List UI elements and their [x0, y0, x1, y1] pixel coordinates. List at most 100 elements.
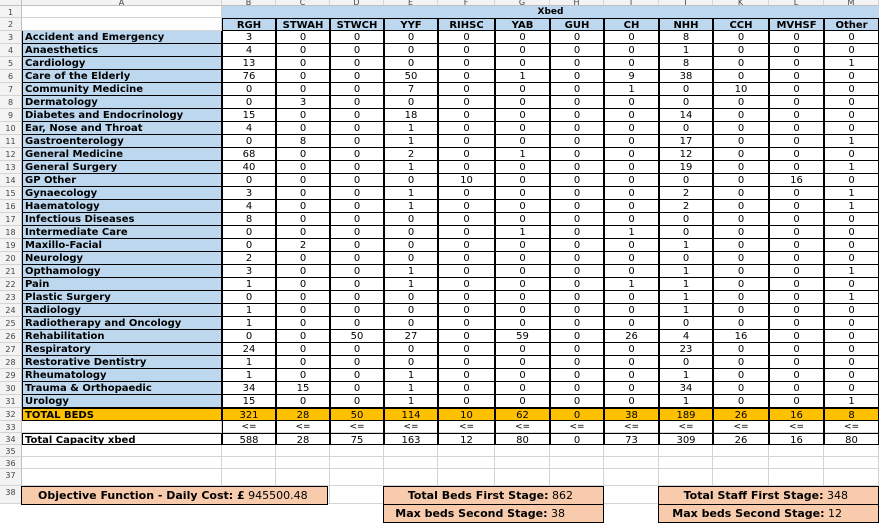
- bed-value-cell[interactable]: 0: [330, 395, 384, 408]
- specialty-name[interactable]: Urology: [22, 395, 222, 408]
- bed-value-cell[interactable]: 0: [713, 252, 769, 265]
- bed-value-cell[interactable]: 0: [604, 265, 659, 278]
- bed-value-cell[interactable]: 0: [659, 226, 713, 239]
- bed-value-cell[interactable]: 1: [384, 265, 438, 278]
- bed-value-cell[interactable]: 0: [550, 122, 604, 135]
- bed-value-cell[interactable]: 0: [495, 291, 550, 304]
- row-header-29[interactable]: 29: [0, 369, 22, 382]
- bed-value-cell[interactable]: 1: [604, 226, 659, 239]
- bed-value-cell[interactable]: 0: [222, 291, 276, 304]
- row-header-23[interactable]: 23: [0, 291, 22, 304]
- bed-value-cell[interactable]: 0: [769, 369, 824, 382]
- bed-value-cell[interactable]: 0: [222, 83, 276, 96]
- specialty-name[interactable]: Pain: [22, 278, 222, 291]
- bed-value-cell[interactable]: 0: [222, 96, 276, 109]
- bed-value-cell[interactable]: 0: [330, 31, 384, 44]
- bed-value-cell[interactable]: 0: [438, 213, 495, 226]
- bed-value-cell[interactable]: 0: [604, 382, 659, 395]
- bed-value-cell[interactable]: 1: [824, 135, 879, 148]
- bed-value-cell[interactable]: 2: [659, 187, 713, 200]
- bed-value-cell[interactable]: 0: [769, 382, 824, 395]
- bed-value-cell[interactable]: 50: [384, 70, 438, 83]
- site-header[interactable]: RGH: [222, 18, 276, 31]
- bed-value-cell[interactable]: 0: [330, 304, 384, 317]
- bed-value-cell[interactable]: 0: [713, 96, 769, 109]
- empty-cell[interactable]: [769, 457, 824, 469]
- row-header-38[interactable]: 38: [0, 486, 22, 504]
- bed-value-cell[interactable]: 10: [713, 83, 769, 96]
- specialty-name[interactable]: GP Other: [22, 174, 222, 187]
- bed-value-cell[interactable]: 0: [495, 343, 550, 356]
- bed-value-cell[interactable]: 1: [659, 369, 713, 382]
- bed-value-cell[interactable]: 0: [330, 278, 384, 291]
- bed-value-cell[interactable]: 0: [769, 317, 824, 330]
- bed-value-cell[interactable]: 0: [550, 356, 604, 369]
- bed-value-cell[interactable]: 0: [659, 252, 713, 265]
- bed-value-cell[interactable]: 1: [384, 135, 438, 148]
- bed-value-cell[interactable]: 0: [824, 356, 879, 369]
- bed-value-cell[interactable]: 0: [769, 395, 824, 408]
- bed-value-cell[interactable]: 0: [550, 278, 604, 291]
- specialty-name[interactable]: General Surgery: [22, 161, 222, 174]
- row-header-34[interactable]: 34: [0, 433, 22, 445]
- bed-value-cell[interactable]: 0: [330, 161, 384, 174]
- bed-value-cell[interactable]: 0: [713, 174, 769, 187]
- bed-value-cell[interactable]: 0: [438, 369, 495, 382]
- bed-value-cell[interactable]: 0: [495, 239, 550, 252]
- specialty-name[interactable]: Accident and Emergency: [22, 31, 222, 44]
- bed-value-cell[interactable]: 0: [384, 44, 438, 57]
- total-capacity-value[interactable]: 309: [659, 433, 713, 445]
- bed-value-cell[interactable]: 1: [222, 356, 276, 369]
- bed-value-cell[interactable]: 0: [276, 83, 330, 96]
- bed-value-cell[interactable]: 0: [438, 70, 495, 83]
- bed-value-cell[interactable]: 0: [659, 122, 713, 135]
- row-header-19[interactable]: 19: [0, 239, 22, 252]
- bed-value-cell[interactable]: 0: [495, 356, 550, 369]
- bed-value-cell[interactable]: 0: [330, 122, 384, 135]
- bed-value-cell[interactable]: 1: [604, 278, 659, 291]
- bed-value-cell[interactable]: 2: [276, 239, 330, 252]
- empty-cell[interactable]: [22, 469, 222, 486]
- empty-cell[interactable]: [824, 457, 879, 469]
- bed-value-cell[interactable]: 0: [550, 96, 604, 109]
- empty-cell[interactable]: [604, 457, 659, 469]
- row-header-32[interactable]: 32: [0, 408, 22, 421]
- bed-value-cell[interactable]: 0: [769, 83, 824, 96]
- bed-value-cell[interactable]: 0: [276, 395, 330, 408]
- bed-value-cell[interactable]: 0: [495, 252, 550, 265]
- bed-value-cell[interactable]: 0: [769, 148, 824, 161]
- column-header-I[interactable]: I: [604, 0, 659, 6]
- bed-value-cell[interactable]: 0: [824, 304, 879, 317]
- empty-cell[interactable]: [824, 445, 879, 457]
- empty-cell[interactable]: [22, 457, 222, 469]
- total-beds-value[interactable]: 10: [438, 408, 495, 421]
- bed-value-cell[interactable]: 0: [659, 317, 713, 330]
- site-header[interactable]: CCH: [713, 18, 769, 31]
- bed-value-cell[interactable]: 0: [769, 57, 824, 70]
- empty-cell[interactable]: [330, 457, 384, 469]
- empty-cell[interactable]: [276, 445, 330, 457]
- bed-value-cell[interactable]: 0: [769, 356, 824, 369]
- bed-value-cell[interactable]: 0: [276, 174, 330, 187]
- row-header-9[interactable]: 9: [0, 109, 22, 122]
- bed-value-cell[interactable]: 1: [824, 187, 879, 200]
- column-header-G[interactable]: G: [495, 0, 550, 6]
- bed-value-cell[interactable]: 0: [550, 161, 604, 174]
- bed-value-cell[interactable]: 0: [824, 148, 879, 161]
- empty-cell[interactable]: [438, 445, 495, 457]
- row-header-26[interactable]: 26: [0, 330, 22, 343]
- bed-value-cell[interactable]: 0: [824, 31, 879, 44]
- specialty-name[interactable]: Trauma & Orthopaedic: [22, 382, 222, 395]
- bed-value-cell[interactable]: 0: [769, 187, 824, 200]
- bed-value-cell[interactable]: 0: [276, 44, 330, 57]
- column-header-A[interactable]: A: [22, 0, 222, 6]
- bed-value-cell[interactable]: 0: [495, 44, 550, 57]
- bed-value-cell[interactable]: 26: [604, 330, 659, 343]
- bed-value-cell[interactable]: 10: [438, 174, 495, 187]
- bed-value-cell[interactable]: 0: [769, 70, 824, 83]
- bed-value-cell[interactable]: 0: [659, 213, 713, 226]
- total-capacity-value[interactable]: 28: [276, 433, 330, 445]
- bed-value-cell[interactable]: 0: [604, 161, 659, 174]
- bed-value-cell[interactable]: 0: [276, 122, 330, 135]
- bed-value-cell[interactable]: 0: [713, 57, 769, 70]
